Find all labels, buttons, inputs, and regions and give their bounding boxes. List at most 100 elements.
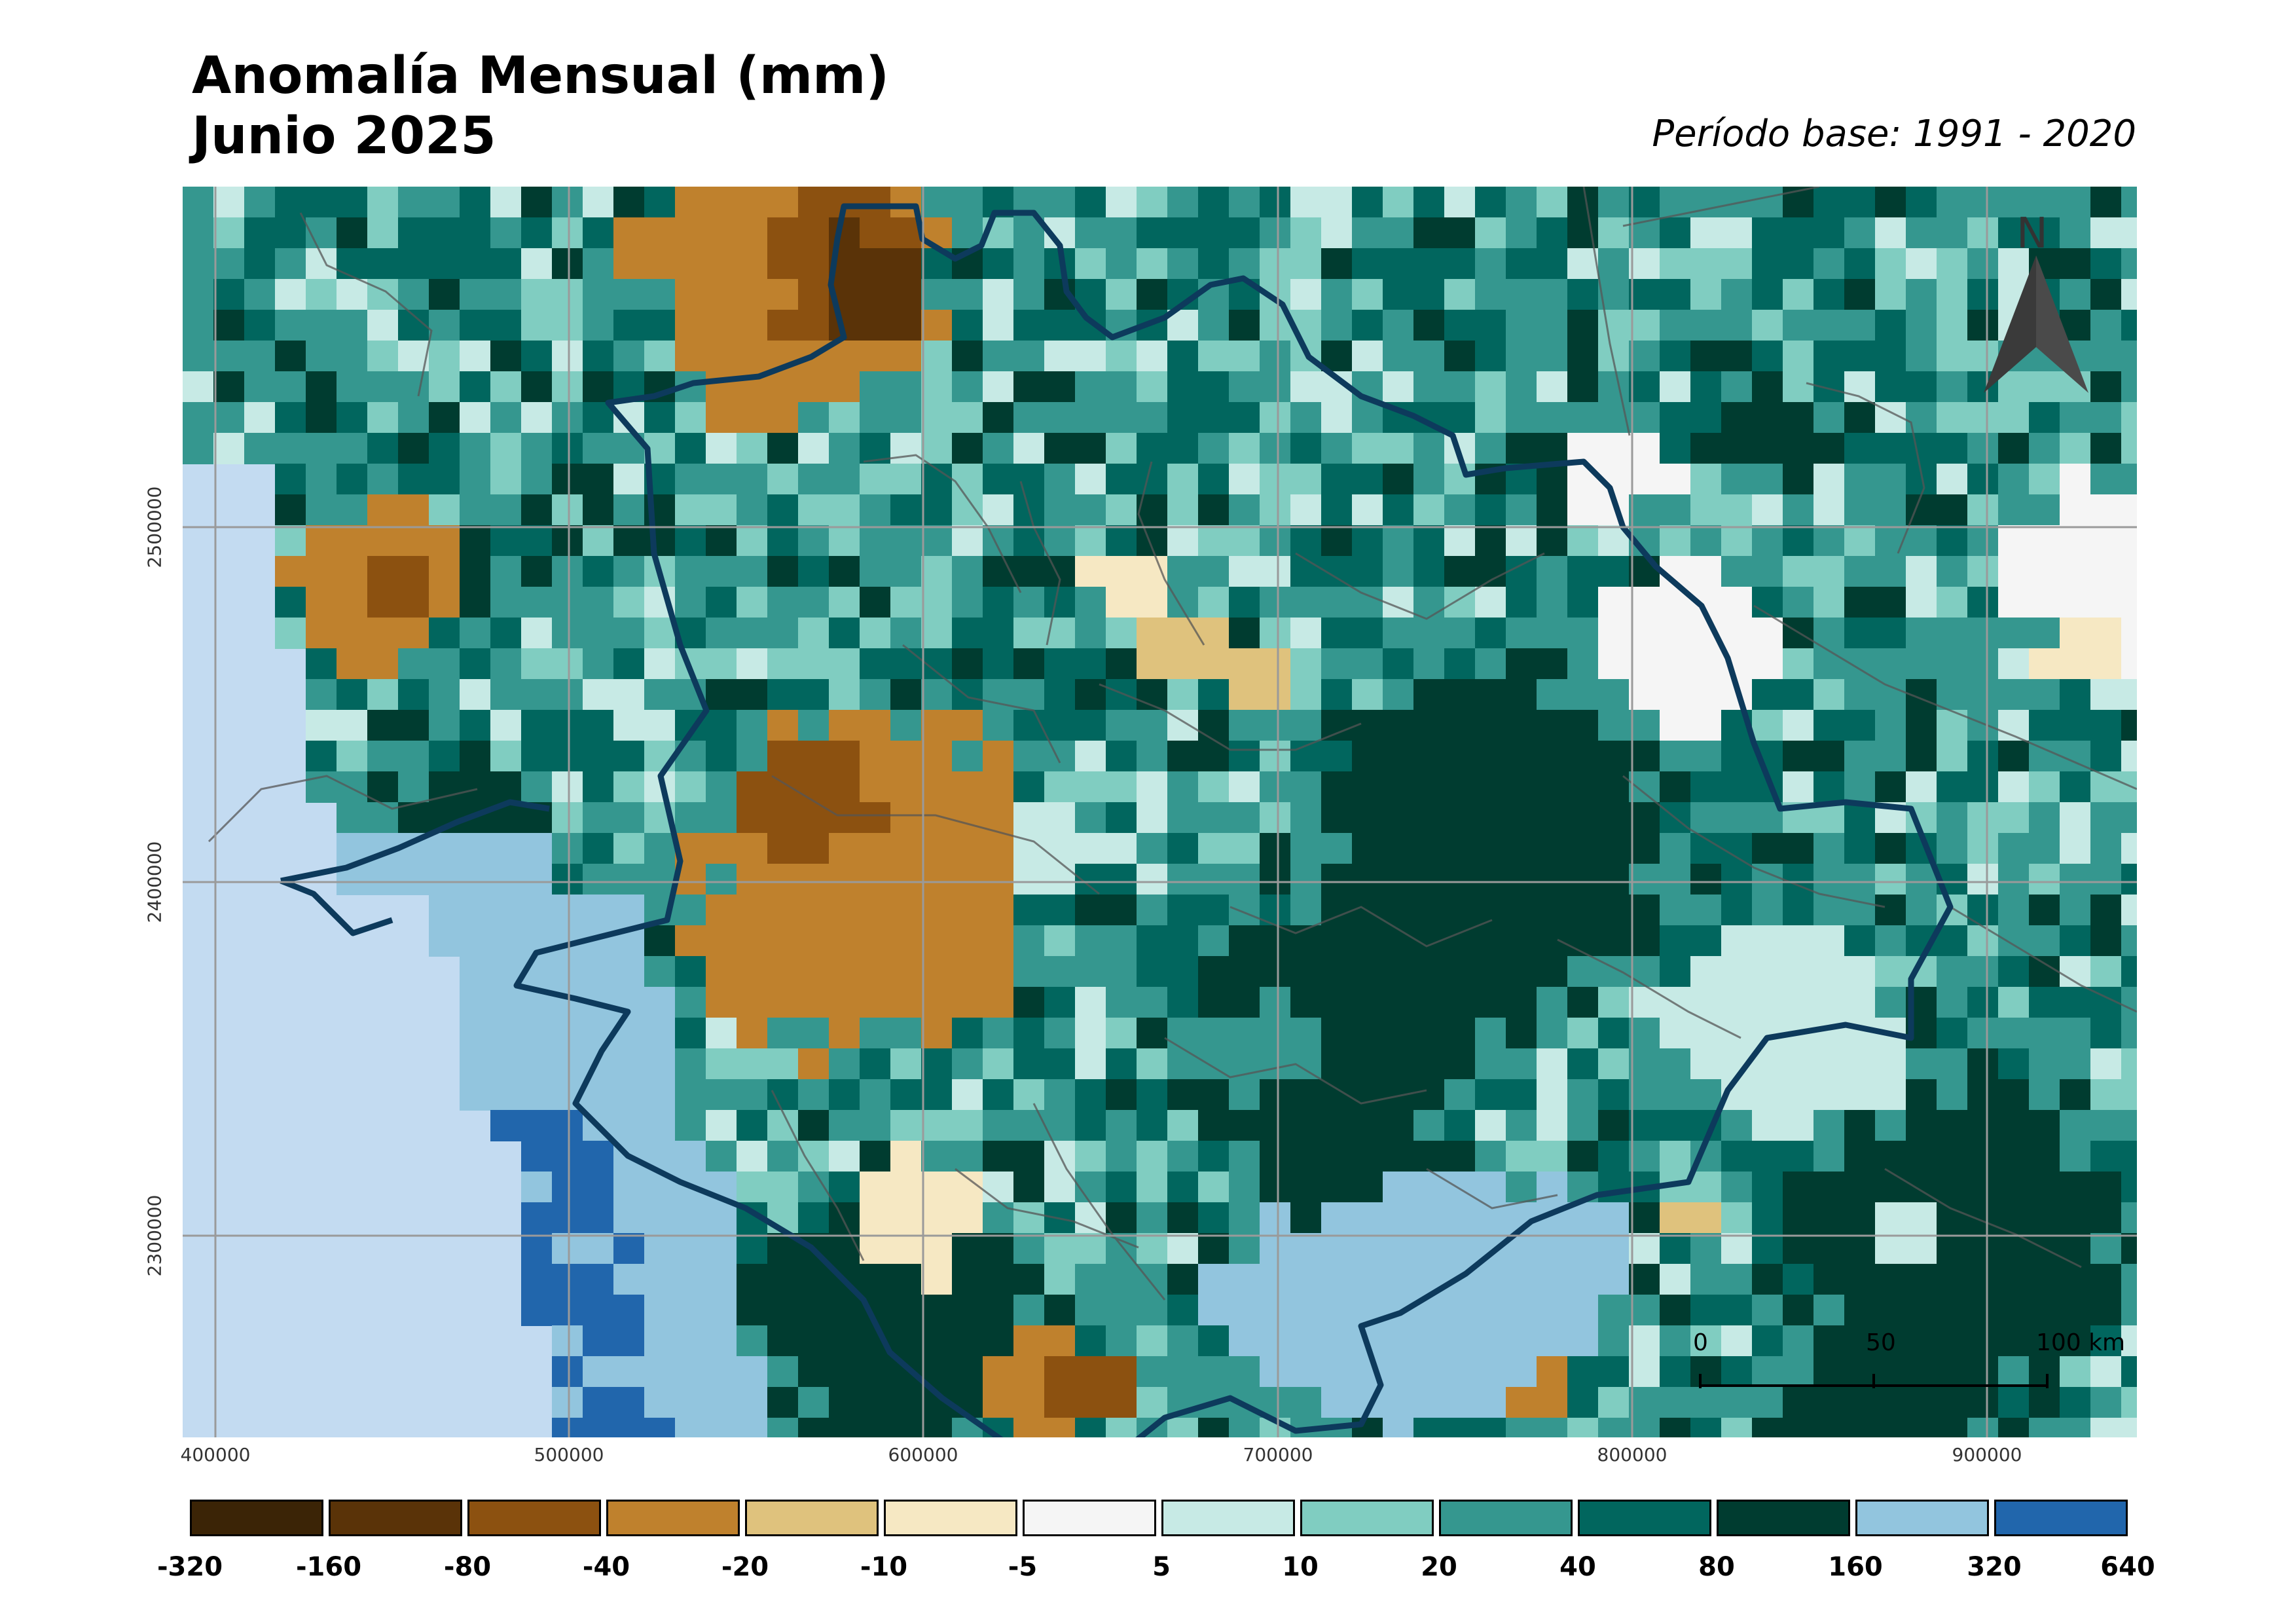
raster-cell xyxy=(1383,371,1414,403)
raster-cell xyxy=(1198,341,1230,372)
raster-cell xyxy=(1537,1141,1568,1172)
raster-cell xyxy=(1383,1018,1414,1049)
raster-cell xyxy=(552,1356,583,1388)
raster-cell xyxy=(1383,987,1414,1018)
raster-cell xyxy=(2029,710,2060,741)
raster-cell xyxy=(1444,802,1476,834)
raster-cell xyxy=(2029,433,2060,464)
raster-cell xyxy=(706,525,737,557)
raster-cell xyxy=(213,248,245,280)
raster-cell xyxy=(952,1356,983,1388)
raster-cell xyxy=(1075,371,1106,403)
raster-cell xyxy=(1906,1418,1937,1437)
raster-cell xyxy=(1413,341,1445,372)
raster-cell xyxy=(521,1048,553,1080)
raster-cell xyxy=(1290,464,1322,495)
raster-cell xyxy=(1198,679,1230,710)
raster-cell xyxy=(429,679,460,710)
raster-cell xyxy=(2060,771,2091,803)
raster-cell xyxy=(706,1141,737,1172)
raster-cell xyxy=(429,833,460,864)
raster-cell xyxy=(952,925,983,957)
raster-cell xyxy=(1752,464,1783,495)
raster-cell xyxy=(1321,217,1353,249)
raster-cell xyxy=(1567,494,1599,526)
raster-cell xyxy=(521,433,553,464)
raster-cell xyxy=(613,1356,645,1388)
raster-cell xyxy=(1690,402,1722,434)
raster-cell xyxy=(2121,618,2137,649)
raster-cell xyxy=(460,987,491,1018)
raster-cell xyxy=(398,710,429,741)
raster-cell xyxy=(2060,710,2091,741)
raster-cell xyxy=(1106,1264,1137,1295)
raster-cell xyxy=(2029,494,2060,526)
raster-cell xyxy=(1629,741,1660,772)
raster-cell xyxy=(521,1172,553,1203)
raster-cell xyxy=(583,679,614,710)
raster-cell xyxy=(767,587,799,618)
raster-cell xyxy=(1444,187,1476,218)
raster-cell xyxy=(1321,402,1353,434)
raster-cell xyxy=(860,248,891,280)
raster-cell xyxy=(1537,279,1568,310)
raster-cell xyxy=(1444,1325,1476,1357)
raster-cell xyxy=(1598,433,1630,464)
raster-cell xyxy=(2121,187,2137,218)
raster-cell xyxy=(1690,1202,1722,1234)
raster-cell xyxy=(244,341,276,372)
raster-cell xyxy=(921,925,953,957)
raster-cell xyxy=(1721,1387,1753,1418)
raster-cell xyxy=(213,279,245,310)
raster-cell xyxy=(1013,1202,1045,1234)
raster-cell xyxy=(675,279,706,310)
raster-cell xyxy=(1844,217,1876,249)
raster-cell xyxy=(1229,925,1260,957)
raster-cell xyxy=(2060,587,2091,618)
raster-cell xyxy=(2121,1356,2137,1388)
raster-cell xyxy=(1875,587,1906,618)
raster-cell xyxy=(1937,248,1968,280)
raster-cell xyxy=(1844,925,1876,957)
municipal-boundary-line xyxy=(1622,775,1886,908)
raster-cell xyxy=(1690,1233,1722,1264)
raster-cell xyxy=(1137,248,1168,280)
raster-cell xyxy=(829,587,860,618)
raster-cell xyxy=(583,248,614,280)
raster-cell xyxy=(675,1325,706,1357)
raster-cell xyxy=(490,433,522,464)
raster-cell xyxy=(1783,987,1814,1018)
raster-cell xyxy=(1413,371,1445,403)
raster-cell xyxy=(1629,310,1660,341)
raster-cell xyxy=(1598,1418,1630,1437)
raster-cell xyxy=(983,1325,1014,1357)
raster-cell xyxy=(706,402,737,434)
raster-cell xyxy=(1875,864,1906,895)
raster-cell xyxy=(921,402,953,434)
raster-cell xyxy=(1752,402,1783,434)
raster-cell xyxy=(460,341,491,372)
raster-cell xyxy=(1321,1141,1353,1172)
raster-cell xyxy=(1660,925,1691,957)
raster-cell xyxy=(1260,402,1291,434)
raster-cell xyxy=(829,1356,860,1388)
raster-cell xyxy=(644,187,676,218)
raster-cell xyxy=(275,371,306,403)
raster-cell xyxy=(890,771,922,803)
map-title: Anomalía Mensual (mm) Junio 2025 xyxy=(192,46,889,166)
raster-cell xyxy=(1413,802,1445,834)
raster-cell xyxy=(583,371,614,403)
raster-cell xyxy=(1290,618,1322,649)
legend-swatch xyxy=(1994,1500,2128,1536)
raster-cell xyxy=(1290,1295,1322,1326)
raster-cell xyxy=(2060,802,2091,834)
raster-cell xyxy=(1598,587,1630,618)
raster-cell xyxy=(2029,1202,2060,1234)
raster-cell xyxy=(1413,310,1445,341)
raster-cell xyxy=(829,1110,860,1141)
raster-cell xyxy=(1967,1264,1999,1295)
raster-cell xyxy=(2090,1356,2122,1388)
raster-cell xyxy=(1721,1325,1753,1357)
raster-cell xyxy=(552,1048,583,1080)
raster-cell xyxy=(552,371,583,403)
